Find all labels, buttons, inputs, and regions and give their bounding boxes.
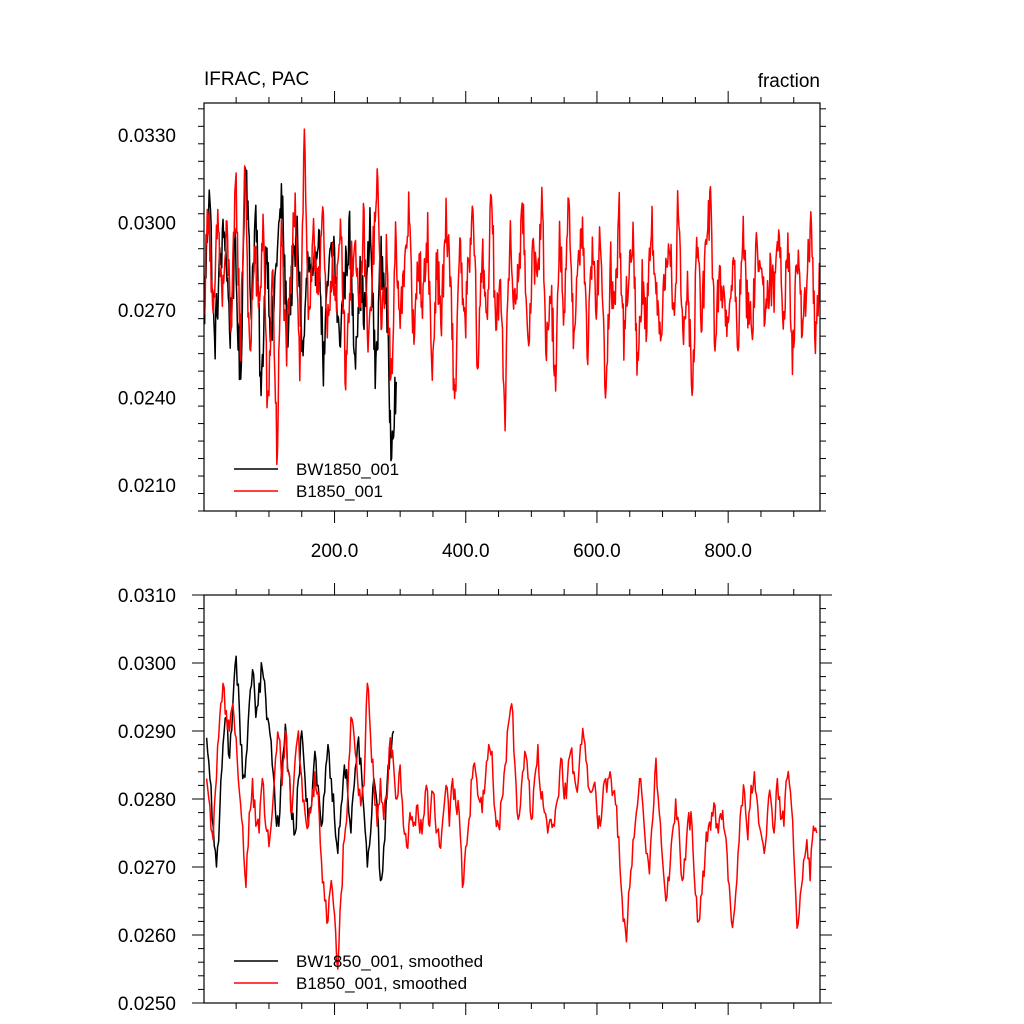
y-tick-label: 0.0210 [118, 476, 176, 497]
legend-label: B1850_001, smoothed [296, 974, 467, 993]
plot-frame [203, 102, 821, 512]
x-tick-label: 600.0 [573, 541, 621, 562]
legend-label: BW1850_001, smoothed [296, 952, 483, 971]
y-tick-label: 0.0300 [118, 654, 176, 675]
top-panel: IFRAC, PAC fraction 200.0 400.0 600.0 800.0… [118, 69, 826, 562]
legend-label: B1850_001 [296, 482, 383, 501]
panel-title: IFRAC, PAC [204, 69, 309, 90]
y-tick-label: 0.0290 [118, 722, 176, 743]
y-tick-label: 0.0260 [118, 926, 176, 947]
series-line-bw1850-001 [204, 167, 397, 462]
panel-units: fraction [758, 71, 820, 92]
y-tick-label: 0.0310 [118, 586, 176, 607]
bottom-panel: 0.0250 0.0260 0.0270 0.0280 0.0290 0.0300 0.03… [118, 583, 832, 1015]
y-tick-label: 0.0280 [118, 790, 176, 811]
y-tick-label: 0.0250 [118, 994, 176, 1015]
legend-label: BW1850_001 [296, 460, 399, 479]
y-tick-label: 0.0270 [118, 301, 176, 322]
x-tick-label: 400.0 [442, 541, 490, 562]
x-tick-label: 800.0 [704, 541, 752, 562]
y-tick-label: 0.0330 [118, 126, 176, 147]
series-line-b1850-001 [204, 128, 820, 466]
series-line-b1850-001-smoothed [205, 682, 818, 970]
y-tick-label: 0.0300 [118, 213, 176, 234]
y-tick-label: 0.0270 [118, 858, 176, 879]
x-tick-label: 200.0 [311, 541, 359, 562]
y-tick-label: 0.0240 [118, 388, 176, 409]
